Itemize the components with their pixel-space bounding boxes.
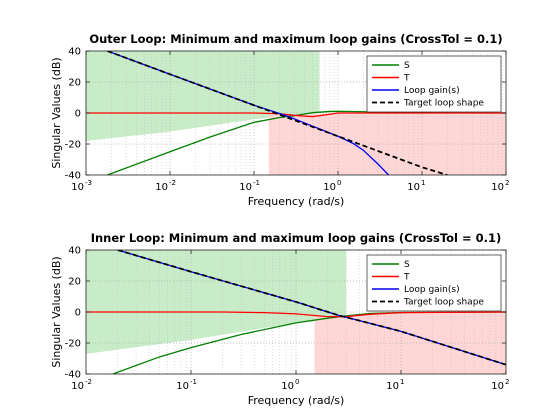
y-tick-label: -20 bbox=[65, 140, 81, 151]
x-tick-base: 10 bbox=[155, 182, 168, 193]
legend-label: T bbox=[403, 273, 410, 283]
legend-label: S bbox=[404, 61, 410, 71]
y-tick-label: -40 bbox=[65, 171, 81, 182]
x-tick-base: 10 bbox=[239, 182, 252, 193]
x-tick-base: 10 bbox=[323, 182, 336, 193]
x-tick-label: 10 0 bbox=[281, 378, 299, 392]
legend-label: Loop gain(s) bbox=[404, 86, 460, 96]
legend-label: T bbox=[403, 74, 410, 84]
y-tick-label: 40 bbox=[68, 47, 81, 58]
x-tick-label: 10 1 bbox=[407, 179, 425, 193]
x-tick-base: 10 bbox=[407, 182, 420, 193]
x-tick-exponent: -2 bbox=[85, 378, 92, 386]
legend-label: Target loop shape bbox=[403, 99, 484, 109]
y-tick-label: 0 bbox=[75, 109, 81, 120]
min-gain-region bbox=[86, 250, 347, 354]
legend-label: S bbox=[404, 260, 410, 270]
y-tick-label: -20 bbox=[65, 339, 81, 350]
y-tick-label: 20 bbox=[68, 78, 81, 89]
y-tick-label: 40 bbox=[68, 246, 81, 257]
legend-label: Loop gain(s) bbox=[404, 285, 460, 295]
x-tick-label: 10 -3 bbox=[71, 179, 92, 193]
x-tick-exponent: -3 bbox=[85, 179, 92, 187]
max-gain-region bbox=[268, 113, 506, 175]
x-tick-exponent: -2 bbox=[169, 179, 176, 187]
x-tick-label: 10 1 bbox=[386, 378, 404, 392]
series-line-target-loop-shape bbox=[117, 250, 506, 366]
x-tick-exponent: 0 bbox=[337, 179, 341, 187]
x-tick-exponent: 2 bbox=[505, 179, 509, 187]
series-lines bbox=[86, 250, 506, 374]
legend: ST Loop gain(s) Target loop shape bbox=[366, 254, 502, 312]
x-axis-label: Frequency (rad/s) bbox=[248, 394, 345, 407]
chart-title: Inner Loop: Minimum and maximum loop gai… bbox=[91, 231, 502, 245]
x-tick-base: 10 bbox=[176, 381, 189, 392]
x-tick-exponent: -1 bbox=[253, 179, 260, 187]
y-tick-label: 20 bbox=[68, 277, 81, 288]
x-tick-base: 10 bbox=[491, 381, 504, 392]
x-tick-base: 10 bbox=[71, 381, 84, 392]
y-tick-label: 0 bbox=[75, 308, 81, 319]
x-tick-exponent: 2 bbox=[505, 378, 509, 386]
chart-title: Outer Loop: Minimum and maximum loop gai… bbox=[89, 32, 502, 46]
x-axis-label: Frequency (rad/s) bbox=[248, 195, 345, 208]
legend: ST Loop gain(s) Target loop shape bbox=[366, 55, 502, 113]
x-tick-label: 10 -2 bbox=[71, 378, 92, 392]
legend-label: Target loop shape bbox=[403, 298, 484, 308]
y-axis-label: Singular Values (dB) bbox=[50, 57, 63, 168]
x-tick-exponent: -1 bbox=[190, 378, 197, 386]
x-tick-label: 10 -1 bbox=[239, 179, 260, 193]
shaded-regions bbox=[86, 51, 506, 175]
x-tick-exponent: 0 bbox=[295, 378, 299, 386]
x-tick-label: 10 0 bbox=[323, 179, 341, 193]
x-tick-label: 10 2 bbox=[491, 179, 509, 193]
x-tick-label: 10 2 bbox=[491, 378, 509, 392]
x-tick-base: 10 bbox=[71, 182, 84, 193]
x-tick-base: 10 bbox=[386, 381, 399, 392]
series-line-t bbox=[86, 311, 506, 318]
x-tick-exponent: 1 bbox=[400, 378, 404, 386]
series-line-target-loop-shape bbox=[107, 51, 448, 175]
x-tick-base: 10 bbox=[281, 381, 294, 392]
y-tick-label: -40 bbox=[65, 370, 81, 381]
x-tick-label: 10 -1 bbox=[176, 378, 197, 392]
series-lines bbox=[86, 51, 506, 175]
series-line-t bbox=[86, 112, 506, 118]
y-axis-label: Singular Values (dB) bbox=[50, 256, 63, 367]
x-tick-exponent: 1 bbox=[421, 179, 425, 187]
x-tick-label: 10 -2 bbox=[155, 179, 176, 193]
x-tick-base: 10 bbox=[491, 182, 504, 193]
min-gain-region bbox=[86, 51, 320, 141]
